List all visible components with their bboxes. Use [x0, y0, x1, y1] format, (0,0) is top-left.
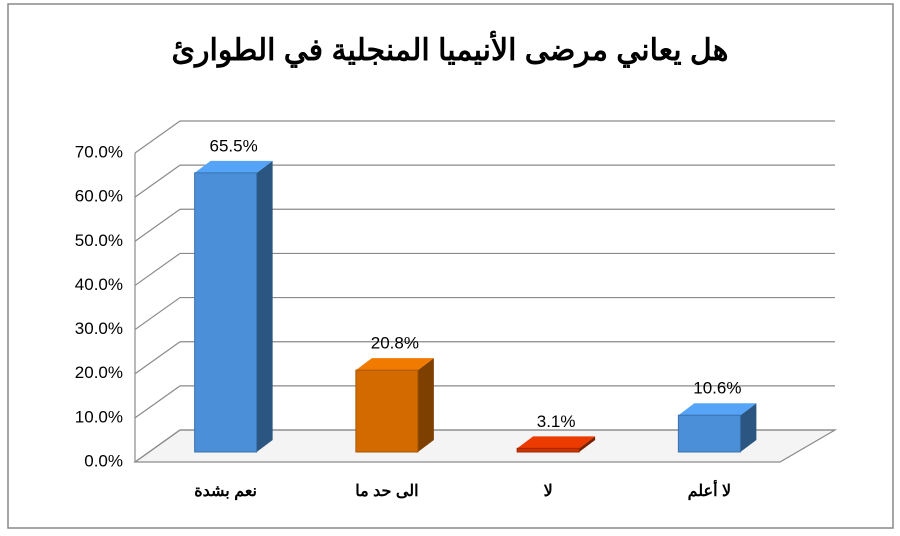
y-tick-label: 40.0% [75, 275, 123, 294]
bar [355, 358, 434, 453]
bar-top [355, 358, 434, 371]
y-tick-label: 50.0% [75, 231, 123, 250]
grid-diagonal [134, 164, 181, 198]
grid-diagonal [134, 429, 181, 463]
bar-front [194, 172, 258, 453]
y-tick-label: 0.0% [84, 451, 123, 470]
bar [516, 436, 596, 453]
bar-top [517, 436, 596, 449]
grid-diagonal [134, 297, 181, 331]
grid-diagonal [134, 120, 181, 154]
y-tick-label: 70.0% [75, 142, 123, 161]
bar [194, 160, 273, 453]
grid-diagonal [134, 341, 181, 375]
bar-front [355, 369, 419, 453]
grid-diagonal [134, 208, 181, 242]
x-tick-label: نعم بشدة [194, 483, 257, 501]
data-label: 3.1% [537, 412, 576, 431]
chart-title: هل يعاني مرضى الأنيميا المنجلية في الطوا… [172, 31, 729, 68]
data-label: 20.8% [371, 334, 419, 353]
y-tick-label: 10.0% [75, 407, 123, 426]
bar [677, 403, 757, 453]
y-tick-label: 30.0% [75, 319, 123, 338]
bar-side [579, 436, 596, 452]
bar-top [194, 160, 273, 173]
bar-side [417, 358, 434, 452]
grid-diagonal [134, 385, 181, 419]
y-tick-label: 60.0% [75, 187, 123, 206]
plot: 0.0% 10.0% 20.0% 30.0% 40.0% 50.0% 60.0% 70.0% ن… [75, 120, 838, 501]
bar-front [677, 414, 741, 453]
bar-front [516, 447, 580, 453]
bar-top [678, 403, 757, 416]
x-tick-label: لا أعلم [688, 479, 732, 501]
bar-side [256, 160, 273, 452]
data-label: 65.5% [210, 136, 258, 155]
x-tick-label: لا [544, 483, 553, 500]
data-label: 10.6% [693, 379, 741, 398]
x-tick-label: الى حد ما [355, 483, 418, 500]
grid-diagonal [134, 252, 181, 286]
y-tick-label: 20.0% [75, 363, 123, 382]
bar-side [740, 403, 757, 452]
